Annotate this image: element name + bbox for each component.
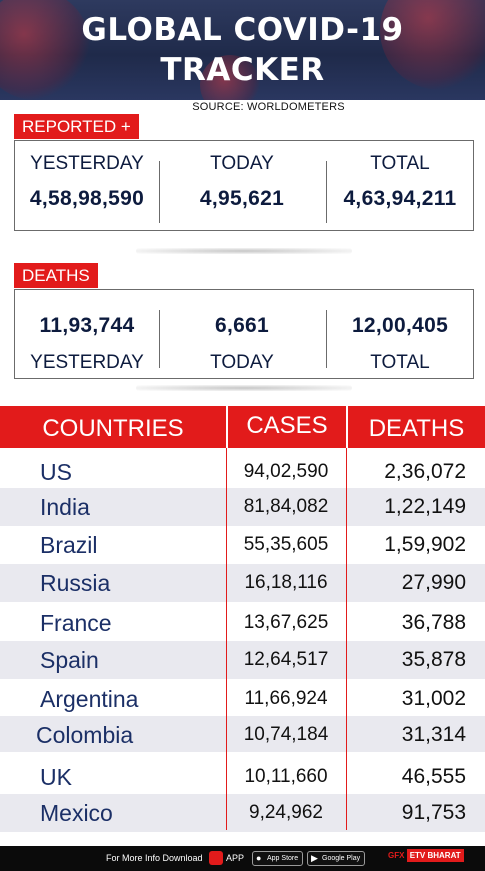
google-play-icon: ▶: [311, 853, 318, 863]
footer-app-text: APP: [226, 853, 245, 863]
app-store-badge[interactable]: ● App Store: [252, 851, 304, 866]
reported-total-label: TOTAL: [370, 153, 430, 174]
country-name: Mexico: [40, 800, 113, 826]
reported-total: TOTAL 4,63,94,211: [325, 141, 475, 230]
header-banner: GLOBAL COVID-19 TRACKER: [0, 0, 485, 100]
divider: [159, 161, 160, 223]
divider: [326, 310, 327, 368]
deaths-yesterday-label: YESTERDAY: [30, 352, 144, 373]
header-separator: [346, 406, 348, 448]
deaths-total-label: TOTAL: [370, 352, 430, 373]
reported-total-value: 4,63,94,211: [343, 187, 457, 210]
header-deaths: DEATHS: [368, 415, 465, 442]
table-row: UK 10,11,660 46,555: [0, 758, 485, 796]
country-deaths: 31,314: [401, 723, 466, 746]
reported-today: TODAY 4,95,621: [159, 141, 325, 230]
header-countries: COUNTRIES: [42, 415, 184, 442]
country-cases: 10,74,184: [243, 724, 329, 745]
app-store-label: App Store: [267, 855, 299, 862]
etv-app-icon: [209, 851, 223, 865]
deaths-today-label: TODAY: [210, 352, 274, 373]
google-play-badge[interactable]: ▶ Google Play: [307, 851, 366, 866]
country-name: UK: [40, 764, 72, 790]
country-cases: 94,02,590: [243, 461, 329, 482]
column-divider: [226, 448, 227, 830]
country-name: Russia: [40, 570, 111, 596]
reported-yesterday: YESTERDAY 4,58,98,590: [15, 141, 159, 230]
country-cases: 9,24,962: [249, 802, 323, 823]
header-separator: [226, 406, 228, 448]
country-cases: 11,66,924: [244, 688, 328, 709]
deaths-panel: 11,93,744 YESTERDAY 6,661 TODAY 12,00,40…: [14, 289, 474, 379]
table-row: Colombia 10,74,184 31,314: [0, 716, 485, 752]
country-name: Argentina: [40, 686, 139, 712]
country-deaths: 36,788: [401, 611, 466, 634]
deaths-today-value: 6,661: [214, 314, 270, 337]
reported-today-value: 4,95,621: [199, 187, 285, 210]
section-separator: [136, 248, 352, 254]
country-cases: 12,64,517: [243, 649, 329, 670]
country-deaths: 46,555: [401, 765, 466, 788]
section-separator: [136, 385, 352, 391]
deaths-today: 6,661 TODAY: [159, 290, 325, 378]
country-deaths: 1,59,902: [384, 533, 466, 556]
page-title: GLOBAL COVID-19 TRACKER: [0, 10, 485, 90]
reported-yesterday-label: YESTERDAY: [30, 153, 144, 174]
title-line-1: GLOBAL COVID-19: [81, 12, 404, 48]
header-cases: CASES: [246, 412, 328, 439]
country-cases: 81,84,082: [243, 496, 329, 517]
deaths-total: 12,00,405 TOTAL: [325, 290, 475, 378]
brand-logo: GFX ETV BHARAT: [388, 849, 464, 862]
apple-icon: ●: [256, 853, 262, 863]
deaths-total-value: 12,00,405: [351, 314, 449, 337]
table-row: US 94,02,590 2,36,072: [0, 453, 485, 491]
google-play-label: Google Play: [322, 855, 361, 862]
country-cases: 16,18,116: [244, 572, 328, 593]
table-row: Russia 16,18,116 27,990: [0, 564, 485, 602]
country-cases: 55,35,605: [243, 534, 329, 555]
table-header: COUNTRIES CASES DEATHS: [0, 406, 485, 448]
title-line-2: TRACKER: [160, 52, 325, 88]
country-name: Colombia: [36, 722, 134, 748]
table-row: Brazil 55,35,605 1,59,902: [0, 526, 485, 564]
column-divider: [346, 448, 347, 830]
footer-bar: For More Info Download APP ● App Store ▶…: [0, 846, 485, 871]
divider: [326, 161, 327, 223]
table-row: India 81,84,082 1,22,149: [0, 488, 485, 526]
gfx-label: GFX: [388, 851, 405, 860]
country-deaths: 31,002: [401, 687, 466, 710]
country-name: Brazil: [40, 532, 98, 558]
deaths-yesterday: 11,93,744 YESTERDAY: [15, 290, 159, 378]
table-row: France 13,67,625 36,788: [0, 604, 485, 642]
country-name: US: [40, 459, 72, 485]
footer-info-text: For More Info Download: [106, 853, 203, 863]
country-name: France: [40, 610, 112, 636]
reported-today-label: TODAY: [210, 153, 274, 174]
country-deaths: 2,36,072: [384, 460, 466, 483]
country-deaths: 27,990: [401, 571, 466, 594]
deaths-tag: DEATHS: [14, 263, 98, 288]
divider: [159, 310, 160, 368]
country-deaths: 91,753: [401, 801, 466, 824]
country-name: Spain: [40, 647, 99, 673]
reported-panel: YESTERDAY 4,58,98,590 TODAY 4,95,621 TOT…: [14, 140, 474, 231]
country-name: India: [40, 494, 90, 520]
countries-table: COUNTRIES CASES DEATHS US 94,02,590 2,36…: [0, 406, 485, 832]
deaths-yesterday-value: 11,93,744: [39, 314, 135, 337]
table-row: Spain 12,64,517 35,878: [0, 641, 485, 679]
country-deaths: 1,22,149: [384, 495, 466, 518]
source-label: SOURCE: WORLDOMETERS: [192, 101, 345, 113]
reported-tag: REPORTED +: [14, 114, 139, 139]
country-cases: 10,11,660: [244, 766, 328, 787]
country-deaths: 35,878: [401, 648, 466, 671]
country-cases: 13,67,625: [243, 612, 329, 633]
brand-name: ETV BHARAT: [406, 849, 464, 862]
table-row: Mexico 9,24,962 91,753: [0, 794, 485, 832]
reported-yesterday-value: 4,58,98,590: [29, 187, 145, 210]
table-row: Argentina 11,66,924 31,002: [0, 680, 485, 718]
virus-background-icon: [200, 55, 260, 100]
